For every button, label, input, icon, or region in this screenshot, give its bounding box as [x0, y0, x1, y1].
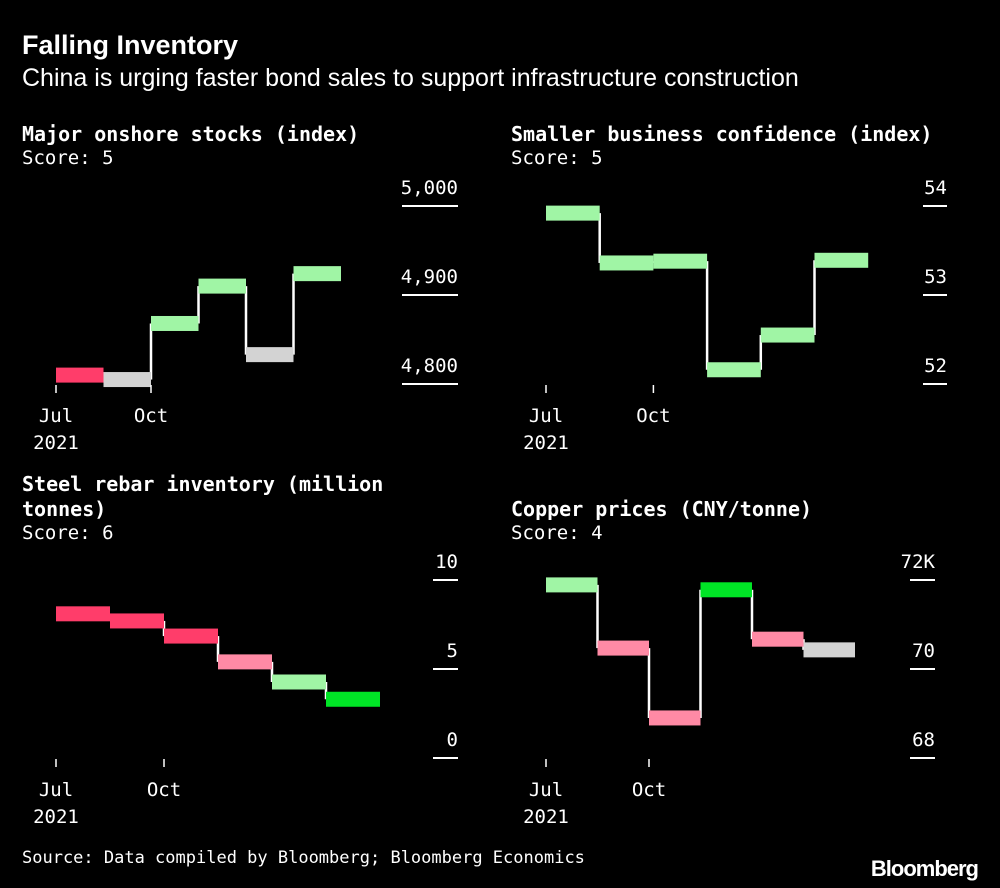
y-tick-label: 52 — [924, 355, 947, 377]
step-bar — [164, 628, 218, 644]
y-tick-label: 68 — [912, 729, 935, 751]
x-tick-label: Jul — [39, 405, 73, 427]
step-bar — [546, 577, 598, 593]
step-bar — [198, 278, 246, 294]
chart-title-rebar-line2: tonnes) — [22, 497, 107, 521]
step-bar — [326, 691, 380, 707]
score-copper: Score: 4 — [511, 522, 603, 544]
x-year-label: 2021 — [33, 806, 79, 828]
x-tick-label: Jul — [529, 779, 563, 801]
step-bar — [151, 315, 199, 331]
step-bar — [649, 710, 701, 726]
x-tick-label: Jul — [39, 779, 73, 801]
step-bar — [103, 372, 151, 388]
step-bar — [707, 362, 761, 378]
x-tick-label: Oct — [134, 405, 168, 427]
y-tick-label: 70 — [912, 640, 935, 662]
y-tick-label: 72K — [901, 551, 936, 573]
step-bar — [272, 674, 326, 690]
step-bar — [110, 613, 164, 629]
step-bar — [814, 252, 869, 268]
step-bar — [246, 347, 294, 363]
y-tick-label: 5,000 — [401, 177, 458, 199]
chart-panel-3: 0 5 10 Jul Oct 2021 — [33, 551, 458, 828]
step-bar — [218, 654, 272, 670]
score-stocks: Score: 5 — [22, 147, 114, 169]
chart-panel-4: 68 70 72K Jul Oct 2021 — [523, 551, 935, 828]
x-year-label: 2021 — [523, 432, 569, 454]
x-tick-label: Oct — [632, 779, 666, 801]
figure-title: Falling Inventory — [22, 30, 239, 60]
x-year-label: 2021 — [33, 432, 79, 454]
y-tick-label: 4,900 — [401, 266, 458, 288]
chart-title-stocks: Major onshore stocks (index) — [22, 122, 360, 146]
y-tick-label: 10 — [435, 551, 458, 573]
step-bar — [597, 640, 649, 656]
step-bar — [56, 606, 110, 622]
chart-title-copper: Copper prices (CNY/tonne) — [511, 497, 813, 521]
figure-subtitle: China is urging faster bond sales to sup… — [22, 64, 799, 92]
y-tick-label: 53 — [924, 266, 947, 288]
step-bar — [700, 582, 752, 598]
bloomberg-logo: Bloomberg — [870, 856, 979, 881]
chart-title-confidence: Smaller business confidence (index) — [511, 122, 933, 146]
step-bar — [56, 367, 104, 383]
step-bar — [599, 255, 654, 271]
score-confidence: Score: 5 — [511, 147, 603, 169]
x-tick-label: Oct — [147, 779, 181, 801]
x-tick-label: Oct — [636, 405, 670, 427]
y-tick-label: 5 — [447, 640, 458, 662]
score-rebar: Score: 6 — [22, 522, 114, 544]
x-tick-label: Jul — [529, 405, 563, 427]
chart-panel-2: 52 53 54 Jul Oct 2021 — [523, 177, 947, 454]
step-bar — [546, 205, 600, 221]
y-tick-label: 54 — [924, 177, 947, 199]
step-bar — [803, 642, 855, 658]
y-tick-label: 4,800 — [401, 355, 458, 377]
source-note: Source: Data compiled by Bloomberg; Bloo… — [22, 848, 585, 868]
y-tick-label: 0 — [447, 729, 458, 751]
step-bar — [293, 266, 341, 282]
chart-panel-1: 4,800 4,900 5,000 Jul Oct 2021 — [33, 177, 458, 454]
step-bar — [760, 327, 815, 343]
step-bar — [653, 253, 708, 269]
chart-title-rebar-line1: Steel rebar inventory (million — [22, 472, 384, 496]
step-bar — [752, 631, 804, 647]
x-year-label: 2021 — [523, 806, 569, 828]
